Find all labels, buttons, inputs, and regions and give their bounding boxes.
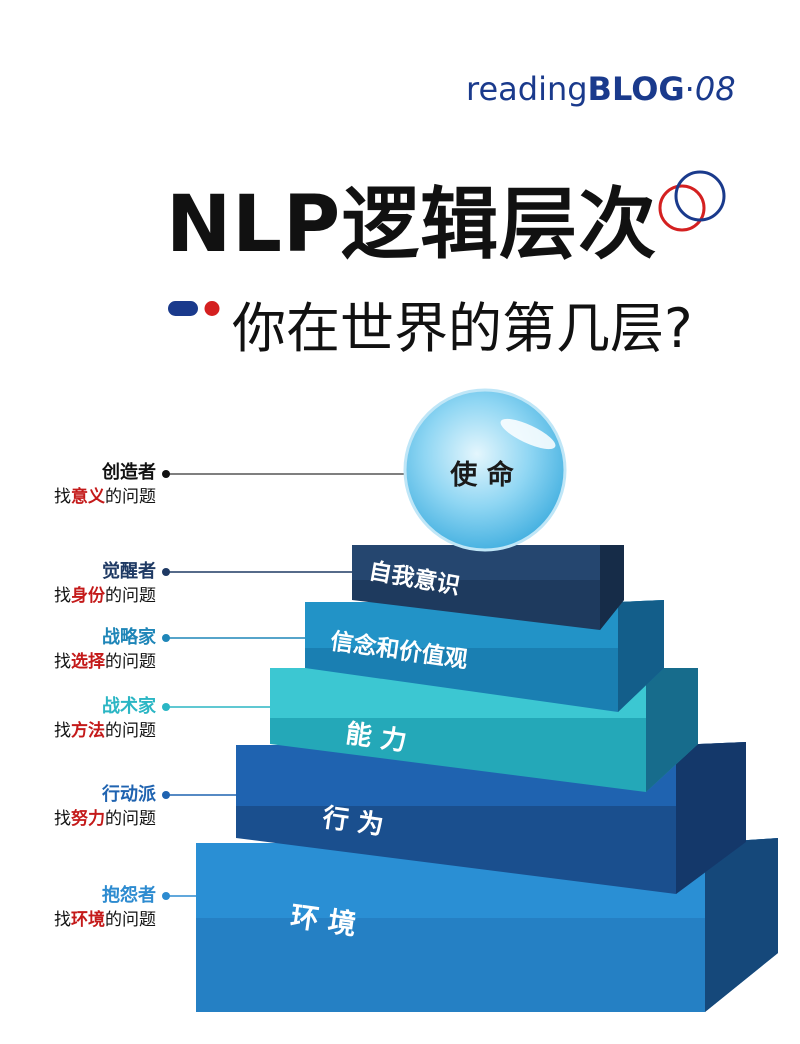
role-name: 觉醒者 [102, 561, 156, 582]
level-role-2: 觉醒者 找身份的问题 [0, 560, 156, 608]
level-role-5: 行动派 找努力的问题 [0, 783, 156, 831]
role-question: 找身份的问题 [54, 586, 156, 606]
brand-bold: BLOG [587, 70, 685, 108]
connector-dot-2 [162, 568, 170, 576]
rings-icon [658, 170, 726, 232]
connector-dot-5 [162, 791, 170, 799]
brand-number: 08 [694, 70, 736, 108]
tier-identity [352, 545, 624, 630]
level-role-1: 创造者 找意义的问题 [0, 461, 156, 509]
connector-dot-1 [162, 470, 170, 478]
role-name: 抱怨者 [102, 885, 156, 906]
role-question: 找意义的问题 [54, 487, 156, 507]
brand-prefix: reading [466, 70, 588, 108]
level-role-3: 战略家 找选择的问题 [0, 626, 156, 674]
role-name: 行动派 [102, 784, 156, 805]
level-role-6: 抱怨者 找环境的问题 [0, 884, 156, 932]
brand-tag: readingBLOG·08 [466, 70, 736, 108]
level-label-1: 使 命 [449, 459, 514, 491]
dots-icon [168, 301, 220, 316]
connector-dot-3 [162, 634, 170, 642]
role-name: 创造者 [102, 462, 156, 483]
sphere-mission [403, 388, 567, 552]
role-name: 战术家 [102, 696, 156, 717]
connector-dot-6 [162, 892, 170, 900]
level-role-4: 战术家 找方法的问题 [0, 695, 156, 743]
connector-dot-4 [162, 703, 170, 711]
role-name: 战略家 [102, 627, 156, 648]
page-subtitle: 你在世界的第几层? [232, 297, 693, 360]
role-question: 找方法的问题 [54, 721, 156, 741]
brand-sep: · [684, 70, 695, 108]
role-question: 找选择的问题 [54, 652, 156, 672]
role-question: 找努力的问题 [54, 809, 156, 829]
page-title: NLP逻辑层次 [166, 180, 658, 270]
role-question: 找环境的问题 [54, 910, 156, 930]
connectors [162, 470, 405, 900]
